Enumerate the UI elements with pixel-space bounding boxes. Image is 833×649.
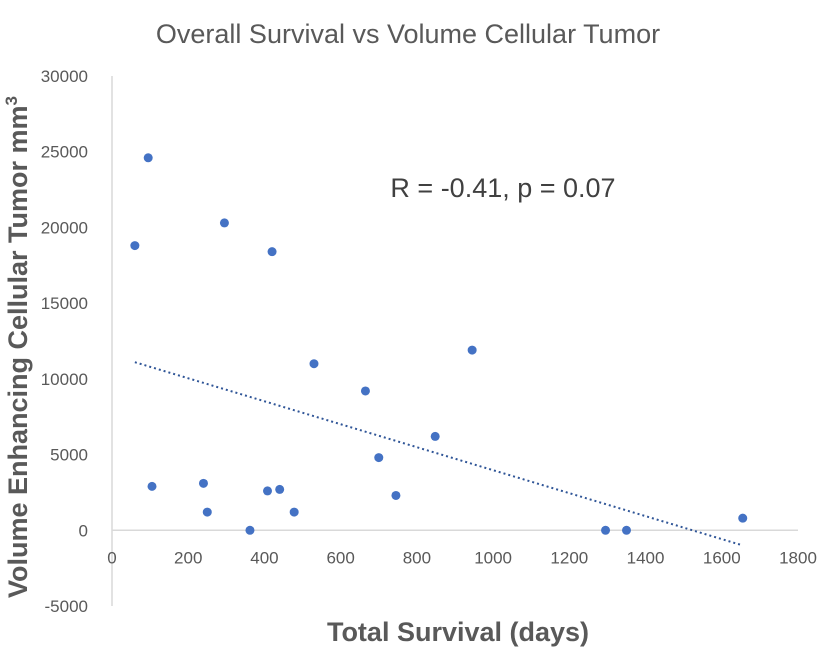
x-tick-label: 0 xyxy=(107,548,116,567)
correlation-annotation: R = -0.41, p = 0.07 xyxy=(390,173,615,203)
data-point xyxy=(130,241,140,251)
x-tick-label: 800 xyxy=(403,548,431,567)
data-point xyxy=(601,525,611,535)
x-tick-label: 1200 xyxy=(550,548,588,567)
y-tick-label: 10000 xyxy=(41,370,88,389)
data-point xyxy=(391,490,401,500)
data-points xyxy=(130,153,748,535)
data-point xyxy=(143,153,153,163)
data-point xyxy=(147,481,157,491)
x-tick-label: 200 xyxy=(174,548,202,567)
chart-title: Overall Survival vs Volume Cellular Tumo… xyxy=(156,19,660,49)
x-tick-label: 1600 xyxy=(703,548,741,567)
x-tick-label: 1800 xyxy=(779,548,817,567)
data-point xyxy=(202,507,212,517)
linear-trendline xyxy=(134,361,744,547)
data-point xyxy=(622,525,631,535)
data-point xyxy=(467,345,477,355)
x-tick-label: 1000 xyxy=(474,548,512,567)
x-axis-title: Total Survival (days) xyxy=(327,617,589,647)
data-point xyxy=(275,484,285,494)
data-point xyxy=(262,486,272,496)
x-tick-label: 400 xyxy=(250,548,278,567)
data-point xyxy=(245,525,255,535)
data-point xyxy=(289,507,299,517)
data-point xyxy=(267,247,277,257)
y-tick-label: 25000 xyxy=(41,143,88,162)
data-point xyxy=(360,386,370,396)
data-point xyxy=(219,218,229,228)
y-tick-label: 20000 xyxy=(41,218,88,237)
data-point xyxy=(374,453,384,463)
y-axis-title-text: Volume Enhancing Cellular Tumor mm xyxy=(3,105,33,598)
y-tick-labels: -5000 0 5000 10000 15000 20000 25000 30000 xyxy=(41,67,88,616)
y-tick-label: 15000 xyxy=(41,294,88,313)
data-point xyxy=(430,431,440,441)
y-tick-label: -5000 xyxy=(45,597,88,616)
data-point xyxy=(309,359,319,369)
data-point xyxy=(198,478,208,488)
x-tick-label: 600 xyxy=(326,548,354,567)
data-point xyxy=(738,513,748,523)
x-tick-label: 1400 xyxy=(627,548,665,567)
x-tick-labels: 0 200 400 600 800 1000 1200 1400 1600 1800 xyxy=(107,548,817,567)
y-tick-label: 5000 xyxy=(50,446,88,465)
y-tick-label: 0 xyxy=(79,521,88,540)
axes xyxy=(111,76,798,606)
y-tick-label: 30000 xyxy=(41,67,88,86)
y-axis-title: Volume Enhancing Cellular Tumor mm3 xyxy=(2,96,33,598)
y-axis-title-superscript: 3 xyxy=(2,96,21,105)
